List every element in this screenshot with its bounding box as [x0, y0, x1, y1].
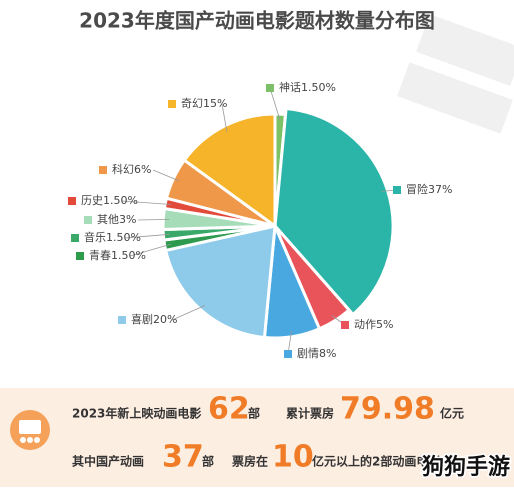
- slice-value: 37%: [428, 183, 452, 196]
- icon-person: [20, 437, 26, 443]
- slice-value: 1.50%: [111, 249, 146, 262]
- slice-value: 20%: [153, 313, 177, 326]
- legend-swatch: [68, 197, 76, 205]
- slice-name: 动作: [354, 318, 376, 331]
- summary-text: 部: [202, 454, 214, 469]
- slice-value: 8%: [319, 347, 336, 360]
- legend-swatch: [71, 234, 79, 242]
- slice-name: 喜剧: [131, 313, 153, 326]
- summary-text: 亿元以上的2部动画电影: [312, 454, 440, 469]
- summary-panel: [0, 388, 514, 487]
- leader-line: [121, 200, 172, 205]
- summary-text: 2023年新上映动画电影: [72, 406, 201, 421]
- leader-line: [137, 218, 170, 221]
- slice-name: 奇幻: [181, 97, 203, 110]
- pie-slice: [182, 112, 277, 229]
- summary-number: 10: [272, 440, 314, 475]
- legend-swatch: [168, 100, 176, 108]
- slice-value: 5%: [376, 318, 393, 331]
- slice-name: 音乐: [84, 230, 106, 244]
- slice-value: 3%: [119, 213, 136, 226]
- slice-value: 1.50%: [103, 194, 138, 207]
- icon-screen: [19, 420, 41, 434]
- slice-label: 动作5%: [354, 318, 393, 331]
- slice-name: 剧情: [297, 347, 319, 360]
- leader-line: [171, 305, 206, 321]
- slice-value: 6%: [134, 163, 151, 176]
- legend-swatch: [99, 166, 107, 174]
- slice-label: 科幻6%: [112, 162, 151, 176]
- slice-name: 冒险: [406, 182, 428, 196]
- leader-line: [124, 233, 170, 239]
- slice-label: 神话1.50%: [279, 80, 336, 94]
- summary-text: 部: [248, 406, 260, 421]
- slice-name: 历史: [81, 194, 103, 207]
- slice-label: 奇幻15%: [181, 97, 227, 110]
- legend-swatch: [284, 350, 292, 358]
- slice-label: 历史1.50%: [81, 194, 138, 207]
- slice-name: 神话: [279, 80, 301, 94]
- slice-label: 冒险37%: [406, 182, 452, 196]
- summary-number: 37: [162, 440, 204, 475]
- summary-number: 79.98: [340, 392, 435, 427]
- legend-swatch: [118, 316, 126, 324]
- icon-person: [27, 437, 33, 443]
- legend-swatch: [393, 186, 401, 194]
- slice-label: 喜剧20%: [131, 313, 177, 326]
- leader-line: [221, 103, 228, 132]
- slice-label: 音乐1.50%: [84, 230, 141, 244]
- film-strip-decoration: [397, 14, 514, 134]
- summary-text: 亿元: [440, 406, 464, 421]
- summary-number: 62: [208, 392, 250, 427]
- slice-value: 1.50%: [301, 81, 336, 94]
- slice-value: 1.50%: [106, 231, 141, 244]
- leader-line: [269, 87, 281, 121]
- leader-line: [129, 243, 171, 257]
- watermark: 狗狗手游: [422, 454, 510, 480]
- legend-swatch: [341, 321, 349, 329]
- slice-value: 15%: [203, 97, 227, 110]
- legend-swatch: [76, 252, 84, 260]
- slice-label: 青春1.50%: [89, 249, 146, 262]
- pie-slice: [273, 106, 395, 317]
- pie-slice: [163, 224, 277, 340]
- legend-swatch: [266, 84, 274, 92]
- slice-name: 青春: [89, 249, 111, 262]
- icon-person: [34, 437, 40, 443]
- slice-label: 剧情8%: [297, 347, 336, 360]
- leader-line: [152, 169, 180, 182]
- slice-label: 其他3%: [97, 213, 136, 226]
- legend-swatch: [84, 216, 92, 224]
- pie: 神话1.50%冒险37%动作5%剧情8%喜剧20%青春1.50%音乐1.50%其…: [68, 80, 452, 360]
- slice-name: 科幻: [112, 162, 134, 176]
- chart-title: 2023年度国产动画电影题材数量分布图: [79, 9, 435, 33]
- summary-text: 累计票房: [286, 406, 334, 421]
- slice-name: 其他: [97, 213, 119, 226]
- summary-text: 其中国产动画: [72, 454, 144, 469]
- summary-text: 票房在: [232, 454, 268, 469]
